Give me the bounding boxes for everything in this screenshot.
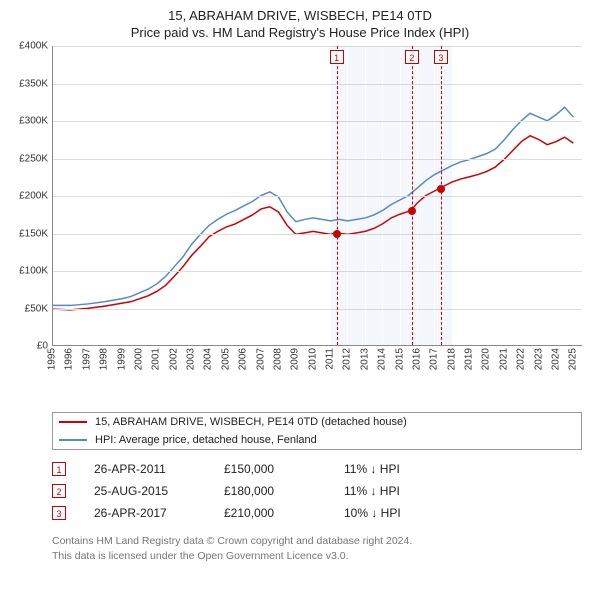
x-tick-label: 2009 bbox=[290, 348, 301, 370]
footer-attribution: Contains HM Land Registry data © Crown c… bbox=[52, 534, 582, 563]
x-tick-label: 2019 bbox=[464, 348, 475, 370]
legend-swatch bbox=[59, 421, 87, 423]
sale-price: £150,000 bbox=[224, 462, 344, 476]
x-tick-label: 2003 bbox=[186, 348, 197, 370]
x-tick-label: 2017 bbox=[429, 348, 440, 370]
legend-row: 15, ABRAHAM DRIVE, WISBECH, PE14 0TD (de… bbox=[53, 413, 581, 431]
sale-date: 26-APR-2017 bbox=[94, 506, 224, 520]
sale-diff: 10% ↓ HPI bbox=[344, 506, 401, 520]
legend-swatch bbox=[59, 439, 87, 441]
x-tick-label: 2013 bbox=[359, 348, 370, 370]
shade-band bbox=[383, 46, 399, 345]
gridline-h bbox=[53, 121, 582, 122]
shade-band bbox=[401, 46, 417, 345]
sale-date: 26-APR-2011 bbox=[94, 462, 224, 476]
x-tick-label: 2025 bbox=[568, 348, 579, 370]
legend: 15, ABRAHAM DRIVE, WISBECH, PE14 0TD (de… bbox=[52, 412, 582, 450]
x-tick-label: 1995 bbox=[47, 348, 58, 370]
y-tick-label: £250K bbox=[19, 153, 48, 164]
sale-price: £210,000 bbox=[224, 506, 344, 520]
footer-line-1: Contains HM Land Registry data © Crown c… bbox=[52, 534, 582, 549]
y-tick-label: £50K bbox=[25, 303, 48, 314]
y-tick-label: £350K bbox=[19, 78, 48, 89]
sale-point-marker bbox=[408, 207, 416, 215]
sale-price: £180,000 bbox=[224, 484, 344, 498]
y-tick-label: £100K bbox=[19, 266, 48, 277]
sale-number-box: 1 bbox=[52, 462, 66, 476]
sale-diff: 11% ↓ HPI bbox=[344, 484, 400, 498]
sale-date: 25-AUG-2015 bbox=[94, 484, 224, 498]
title-block: 15, ABRAHAM DRIVE, WISBECH, PE14 0TD Pri… bbox=[12, 8, 588, 40]
sale-point-marker bbox=[437, 185, 445, 193]
x-tick-label: 2000 bbox=[133, 348, 144, 370]
gridline-h bbox=[53, 196, 582, 197]
sale-diff: 11% ↓ HPI bbox=[344, 462, 400, 476]
x-tick-label: 2012 bbox=[342, 348, 353, 370]
shade-band bbox=[366, 46, 382, 345]
shade-band bbox=[418, 46, 434, 345]
chart-container: 15, ABRAHAM DRIVE, WISBECH, PE14 0TD Pri… bbox=[0, 0, 600, 575]
gridline-h bbox=[53, 234, 582, 235]
y-tick-label: £200K bbox=[19, 191, 48, 202]
sale-row: 1 26-APR-2011£150,00011% ↓ HPI bbox=[52, 458, 582, 480]
sale-marker-box: 2 bbox=[405, 50, 419, 64]
sale-row: 3 26-APR-2017£210,00010% ↓ HPI bbox=[52, 502, 582, 524]
x-tick-label: 1998 bbox=[99, 348, 110, 370]
x-tick-label: 2018 bbox=[446, 348, 457, 370]
sale-marker-box: 3 bbox=[434, 50, 448, 64]
legend-label: 15, ABRAHAM DRIVE, WISBECH, PE14 0TD (de… bbox=[95, 416, 407, 428]
x-tick-label: 1996 bbox=[64, 348, 75, 370]
x-tick-label: 2011 bbox=[325, 348, 336, 370]
x-tick-label: 2002 bbox=[168, 348, 179, 370]
x-tick-label: 2007 bbox=[255, 348, 266, 370]
sale-row: 2 25-AUG-2015£180,00011% ↓ HPI bbox=[52, 480, 582, 502]
x-tick-label: 2023 bbox=[533, 348, 544, 370]
shade-band bbox=[435, 46, 451, 345]
x-tick-label: 2008 bbox=[272, 348, 283, 370]
gridline-h bbox=[53, 159, 582, 160]
chart-title-subtitle: Price paid vs. HM Land Registry's House … bbox=[12, 25, 588, 40]
sale-point-marker bbox=[333, 230, 341, 238]
sale-vline bbox=[412, 46, 413, 345]
y-tick-label: £400K bbox=[19, 41, 48, 52]
plot-area: 1 2 3 bbox=[52, 46, 582, 346]
x-tick-label: 2020 bbox=[481, 348, 492, 370]
sale-vline bbox=[337, 46, 338, 345]
x-tick-label: 2014 bbox=[377, 348, 388, 370]
gridline-h bbox=[53, 271, 582, 272]
chart-title-address: 15, ABRAHAM DRIVE, WISBECH, PE14 0TD bbox=[12, 8, 588, 23]
sale-marker-box: 1 bbox=[330, 50, 344, 64]
y-axis: £0£50K£100K£150K£200K£250K£300K£350K£400… bbox=[12, 46, 52, 346]
shade-band bbox=[331, 46, 347, 345]
chart-area: £0£50K£100K£150K£200K£250K£300K£350K£400… bbox=[12, 46, 588, 406]
x-axis: 1995199619971998199920002001200220032004… bbox=[52, 346, 582, 406]
x-tick-label: 2010 bbox=[307, 348, 318, 370]
gridline-h bbox=[53, 309, 582, 310]
gridline-h bbox=[53, 46, 582, 47]
y-tick-label: £150K bbox=[19, 228, 48, 239]
x-tick-label: 2006 bbox=[238, 348, 249, 370]
y-tick-label: £300K bbox=[19, 116, 48, 127]
legend-label: HPI: Average price, detached house, Fenl… bbox=[95, 434, 317, 446]
x-tick-label: 2021 bbox=[498, 348, 509, 370]
footer-line-2: This data is licensed under the Open Gov… bbox=[52, 549, 582, 564]
series-hpi bbox=[53, 107, 573, 305]
x-tick-label: 2004 bbox=[203, 348, 214, 370]
series-property bbox=[53, 136, 573, 310]
sale-number-box: 3 bbox=[52, 506, 66, 520]
sale-vline bbox=[441, 46, 442, 345]
x-tick-label: 2005 bbox=[220, 348, 231, 370]
gridline-h bbox=[53, 84, 582, 85]
x-tick-label: 2022 bbox=[516, 348, 527, 370]
shade-band bbox=[348, 46, 364, 345]
legend-row: HPI: Average price, detached house, Fenl… bbox=[53, 431, 581, 449]
x-tick-label: 2016 bbox=[411, 348, 422, 370]
sales-table: 1 26-APR-2011£150,00011% ↓ HPI 2 25-AUG-201… bbox=[52, 458, 582, 524]
x-tick-label: 1999 bbox=[116, 348, 127, 370]
x-tick-label: 2024 bbox=[550, 348, 561, 370]
sale-number-box: 2 bbox=[52, 484, 66, 498]
x-tick-label: 2015 bbox=[394, 348, 405, 370]
x-tick-label: 1997 bbox=[81, 348, 92, 370]
x-tick-label: 2001 bbox=[151, 348, 162, 370]
